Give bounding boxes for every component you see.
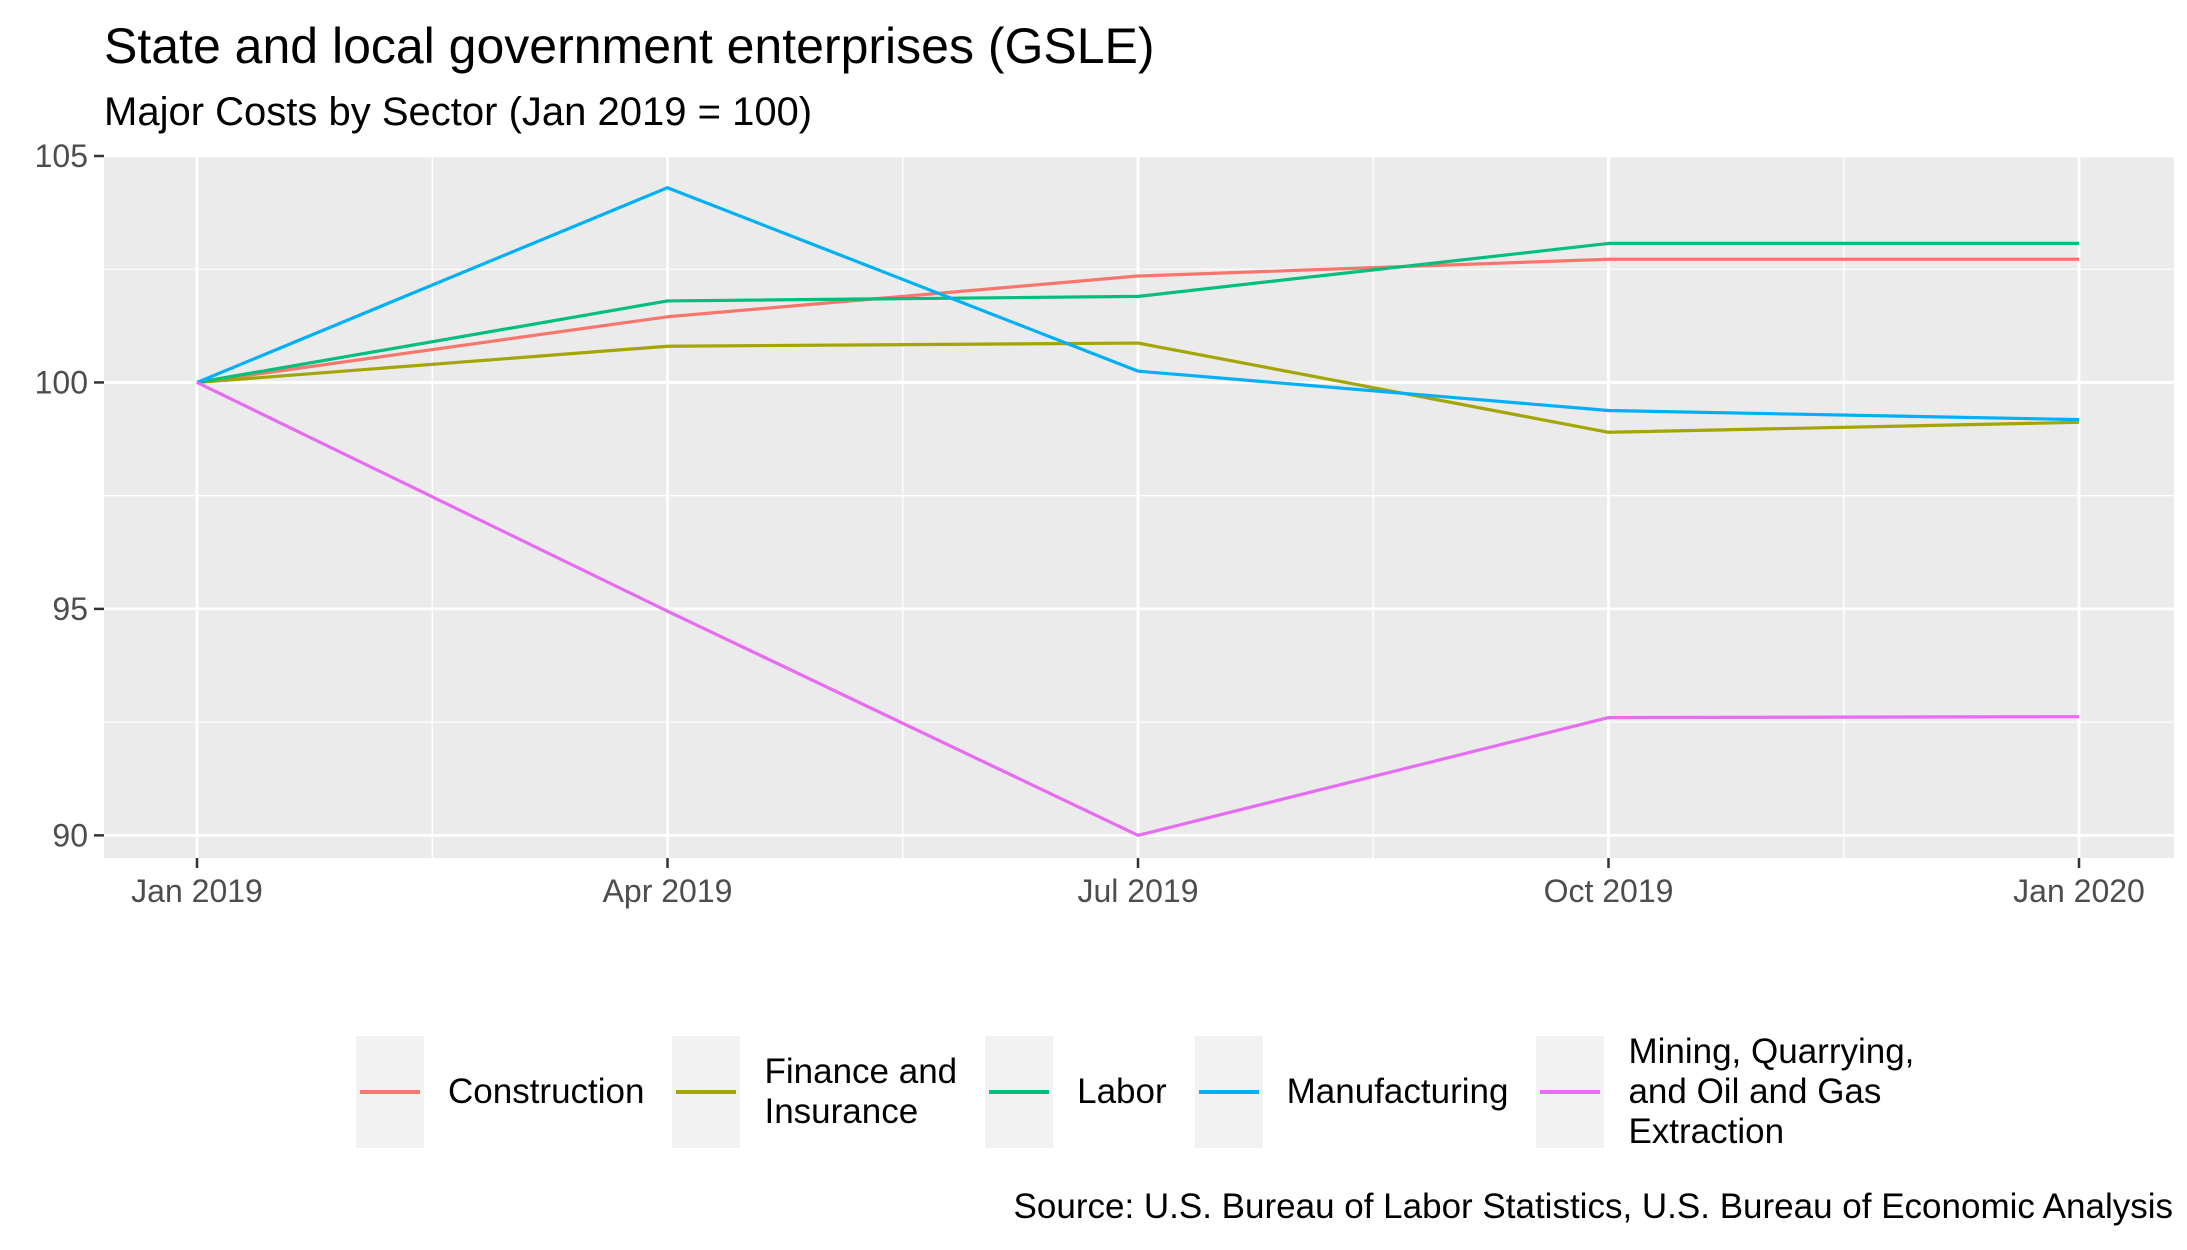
- legend-label: Finance and Insurance: [764, 1052, 958, 1131]
- legend-swatch: [1540, 1090, 1601, 1094]
- legend-key: [1194, 1036, 1263, 1148]
- series-line-0: [196, 257, 2079, 385]
- x-tick-label: Oct 2019: [1544, 873, 1674, 909]
- y-tick-label: 100: [35, 364, 88, 400]
- legend-key: [1536, 1036, 1605, 1148]
- legend: Construction Finance and Insurance Labor Ma…: [356, 1032, 1942, 1151]
- legend-swatch: [360, 1090, 420, 1094]
- legend-label: Construction: [448, 1072, 645, 1111]
- legend-swatch: [989, 1090, 1050, 1094]
- y-tick-label: 90: [52, 817, 88, 853]
- legend-item: Finance and Insurance: [672, 1036, 957, 1148]
- series-line-2: [196, 241, 2079, 385]
- chart-subtitle: Major Costs by Sector (Jan 2019 = 100): [104, 90, 813, 134]
- legend-swatch: [676, 1090, 737, 1094]
- y-axis: 90 95 100 105: [35, 138, 104, 853]
- legend-key: [356, 1036, 424, 1148]
- series-line-1: [196, 341, 2080, 434]
- x-tick-label: Jan 2019: [131, 873, 263, 909]
- x-axis: Jan 2019 Apr 2019 Jul 2019 Oct 2019 Jan 2020: [131, 858, 2145, 909]
- legend-label: Mining, Quarrying, and Oil and Gas Extra…: [1628, 1032, 1915, 1151]
- y-tick-label: 105: [35, 138, 88, 174]
- chart-title: State and local government enterprises (…: [104, 18, 1155, 74]
- x-tick-label: Apr 2019: [603, 873, 733, 909]
- legend-item: Mining, Quarrying, and Oil and Gas Extra…: [1536, 1032, 1914, 1152]
- series-lines: [196, 186, 2080, 837]
- legend-key: [985, 1036, 1054, 1148]
- legend-label: Labor: [1077, 1072, 1167, 1111]
- x-tick-label: Jul 2019: [1078, 873, 1199, 909]
- x-tick-label: Jan 2020: [2013, 873, 2145, 909]
- legend-swatch: [1198, 1090, 1259, 1094]
- series-line-4: [196, 381, 2080, 837]
- series-line-3: [196, 186, 2080, 422]
- legend-item: Construction: [356, 1036, 644, 1148]
- legend-label: Manufacturing: [1286, 1072, 1509, 1111]
- legend-item: Labor: [985, 1036, 1167, 1148]
- source-note: Source: U.S. Bureau of Labor Statistics,…: [1013, 1187, 2173, 1226]
- y-tick-label: 95: [52, 591, 88, 627]
- legend-key: [672, 1036, 741, 1148]
- legend-item: Manufacturing: [1194, 1036, 1509, 1148]
